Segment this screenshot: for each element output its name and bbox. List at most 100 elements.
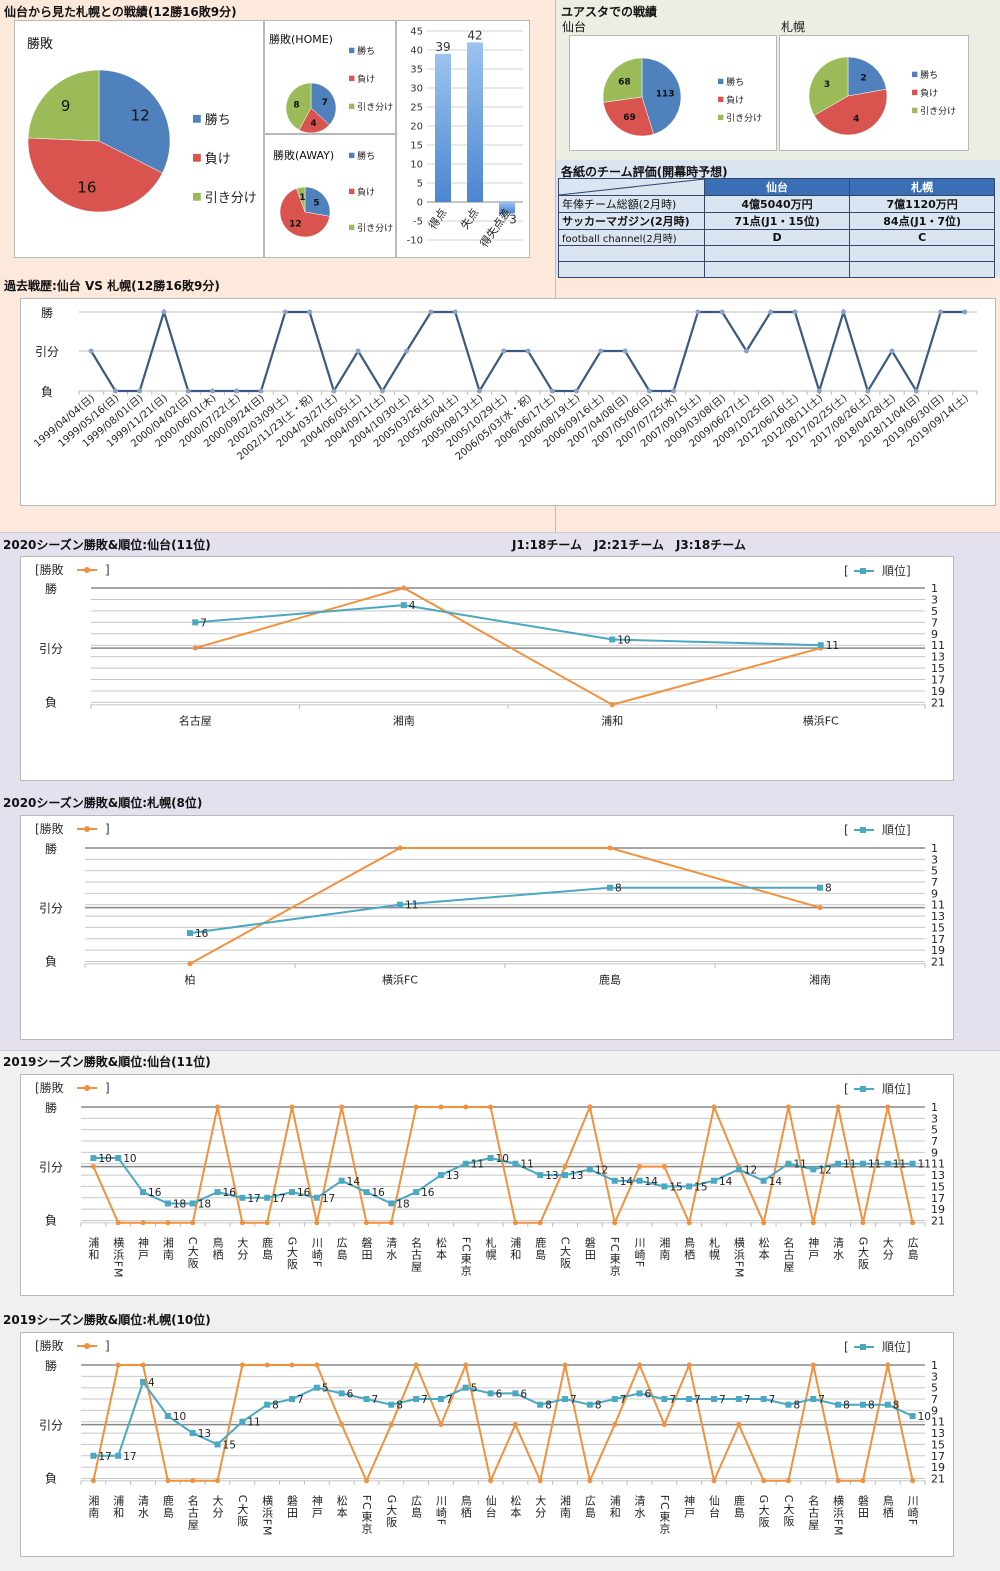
eval-row [558, 245, 995, 262]
wl-point [215, 1104, 221, 1110]
y-tick-label: 勝 [45, 1100, 57, 1115]
pie-slice-win [304, 186, 331, 217]
legend-label-draw: 引き分け [357, 102, 393, 113]
wl-point [537, 1220, 543, 1226]
x-tick-label: 横浜FM [261, 1493, 274, 1536]
wl-point [761, 1220, 767, 1226]
rank-data-label: 8 [595, 1400, 602, 1412]
pie-data-label: 113 [656, 89, 675, 99]
rank-data-label: 7 [570, 1394, 577, 1406]
y-tick-label: 負 [41, 385, 53, 399]
rank-tick-label: 11 [931, 899, 945, 912]
wl-legend-marker [84, 1085, 90, 1091]
history-box: 勝引分負 1999/04/04(日) 1999/05/16(日) 1999/08/01… [20, 298, 996, 506]
rank-tick-label: 11 [931, 639, 945, 652]
rank-point [609, 636, 616, 643]
history-point [452, 309, 458, 315]
x-tick-label: FC東京 [608, 1237, 621, 1277]
rank-point [437, 1172, 444, 1179]
rank-data-label: 7 [371, 1394, 378, 1406]
pie-data-label: 7 [322, 98, 328, 108]
history-point [185, 388, 191, 394]
x-tick-label: 湘南 [87, 1493, 100, 1518]
rank-data-label: 16 [195, 928, 209, 940]
rank-data-label: 12 [595, 1164, 608, 1176]
history-point [671, 388, 677, 394]
pie-data-label: 1 [299, 193, 305, 203]
rank-point [586, 1166, 593, 1173]
x-tick-label: 広島 [906, 1236, 919, 1260]
wl-point [140, 1220, 146, 1226]
rank-point [313, 1194, 320, 1201]
rank-point [189, 1430, 196, 1437]
wl-legend-label: [勝敗 [35, 562, 64, 577]
x-tick-label: 名古屋 [782, 1235, 795, 1272]
rank-data-label: 14 [645, 1176, 659, 1188]
x-tick-label: 仙台 [484, 1494, 497, 1518]
x-tick-label: 大分 [881, 1235, 894, 1260]
x-tick-label: 札幌 [484, 1236, 497, 1260]
wl-point [835, 1104, 841, 1110]
rank-point [611, 1177, 618, 1184]
x-tick-label: G大阪 [286, 1237, 299, 1271]
rank-tick-label: 3 [931, 593, 938, 606]
x-tick-label: 名古屋 [186, 1493, 199, 1530]
legend-swatch-draw [912, 107, 918, 114]
rank-data-label: 6 [645, 1388, 652, 1400]
x-tick-label: 川崎F [434, 1495, 447, 1526]
x-tick-label: 横浜FC [803, 714, 839, 728]
rank-data-label: 8 [272, 1400, 279, 1412]
wl-point [711, 1478, 717, 1484]
rank-data-label: 7 [818, 1394, 825, 1406]
pie-slice-loss [27, 137, 163, 213]
rank-data-label: 8 [843, 1400, 850, 1412]
rank-point [810, 1396, 817, 1403]
rank-point [189, 1200, 196, 1207]
rank-data-label: 16 [223, 1187, 237, 1199]
legend-swatch-win [912, 71, 918, 78]
rank-data-label: 14 [620, 1176, 634, 1188]
history-point [938, 309, 944, 315]
rank-data-label: 11 [520, 1159, 533, 1171]
rank-data-label: 5 [471, 1383, 478, 1395]
eval-header-sendai: 仙台 [703, 178, 851, 196]
rank-point [214, 1441, 221, 1448]
rank-point [711, 1396, 717, 1403]
eval-cell [849, 261, 995, 278]
x-tick-label: 得失点差 [477, 206, 514, 250]
rank-data-label: 11 [826, 640, 839, 652]
rank-point [586, 1401, 593, 1408]
x-tick-label: 浦和 [87, 1236, 100, 1260]
rank-legend-marker [860, 1086, 866, 1092]
rank-data-label: 7 [620, 1394, 627, 1406]
rank-point [164, 1413, 171, 1420]
rank-series-line [189, 886, 820, 935]
pie-data-label: 4 [310, 119, 316, 129]
rank-data-label: 10 [617, 634, 630, 646]
rank-data-label: 4 [148, 1377, 155, 1389]
rank-point [289, 1189, 295, 1196]
x-tick-label: C大阪 [559, 1237, 572, 1270]
rank-data-label: 11 [405, 900, 418, 912]
legend-label-win: 勝ち [205, 113, 231, 128]
x-tick-label: 浦和 [601, 715, 623, 728]
rank-series-line [195, 604, 821, 647]
rank-point [512, 1390, 519, 1397]
x-tick-label: 大分 [236, 1235, 249, 1260]
rank-data-label: 11 [793, 1159, 806, 1171]
wl-point [413, 1104, 419, 1110]
pie-slice-loss [603, 96, 654, 137]
x-tick-label: 横浜FC [382, 973, 418, 987]
eval-cell: C [849, 229, 995, 246]
x-tick-label: 浦和 [509, 1236, 522, 1260]
eval-cell [703, 261, 851, 278]
wl-point [711, 1104, 717, 1110]
eval-cell [558, 261, 705, 278]
pie-away-title: 勝敗(AWAY) [273, 149, 335, 162]
x-tick-label: 失点 [458, 206, 481, 231]
rank-tick-label: 21 [931, 955, 945, 968]
wl-point [587, 1478, 593, 1484]
legend-swatch-loss [718, 96, 724, 103]
